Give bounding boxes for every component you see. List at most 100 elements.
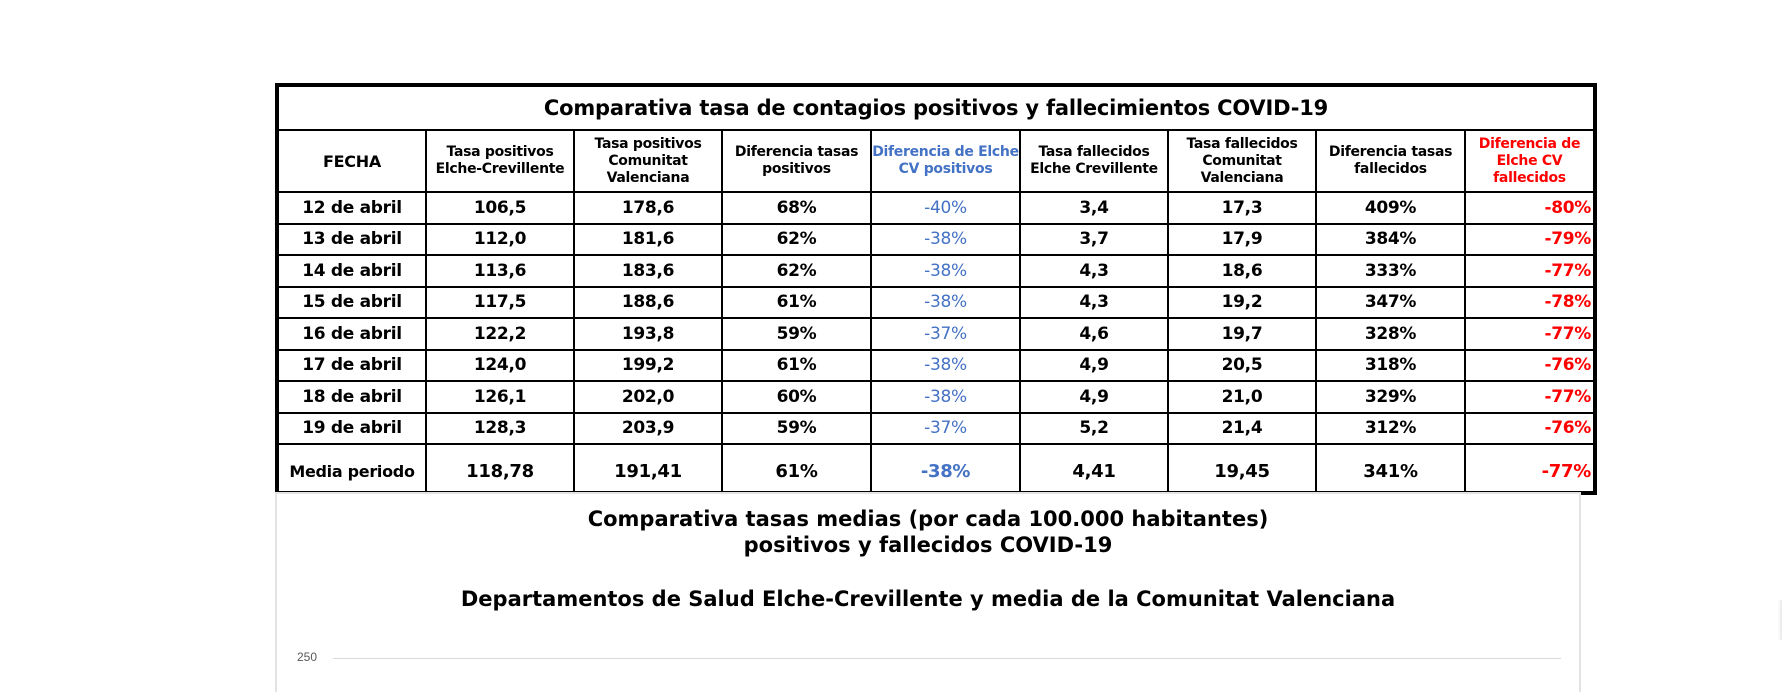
cell-value: 61%: [721, 348, 872, 382]
cell-value: 178,6: [573, 191, 723, 225]
cell-fecha: 16 de abril: [276, 317, 427, 351]
gridline-250: [333, 658, 1561, 659]
cell-fecha: 14 de abril: [276, 254, 427, 288]
header-tasa-fallecidos-cv: Tasa fallecidos Comunitat Valenciana: [1167, 129, 1317, 193]
table-row: 19 de abril 128,3 203,9 59% -37% 5,2 21,…: [276, 411, 1596, 445]
cell-value: 4,6: [1019, 317, 1169, 351]
y-axis-tick-250: 250: [297, 650, 318, 664]
cell-value: 347%: [1315, 285, 1466, 319]
cell-value: 19,2: [1167, 285, 1317, 319]
header-tasa-positivos-elche: Tasa positivos Elche-Crevillente: [425, 129, 575, 193]
cell-value: 4,3: [1019, 285, 1169, 319]
cell-value: 19,7: [1167, 317, 1317, 351]
cell-value: 3,4: [1019, 191, 1169, 225]
cell-value: 312%: [1315, 411, 1466, 445]
cell-value: 4,3: [1019, 254, 1169, 288]
cell-value: 183,6: [573, 254, 723, 288]
table-row: 14 de abril 113,6 183,6 62% -38% 4,3 18,…: [276, 254, 1596, 288]
cell-fecha: 15 de abril: [276, 285, 427, 319]
cell-value: 113,6: [425, 254, 575, 288]
cell-fecha: 13 de abril: [276, 222, 427, 256]
header-diferencia-tasas-positivos: Diferencia tasas positivos: [721, 129, 872, 193]
cell-value: 124,0: [425, 348, 575, 382]
cell-value: 128,3: [425, 411, 575, 445]
cell-value: 188,6: [573, 285, 723, 319]
cell-value: -38%: [870, 254, 1021, 288]
scroll-edge-indicator: [1778, 600, 1782, 640]
cell-value: 117,5: [425, 285, 575, 319]
cell-value: -38%: [870, 285, 1021, 319]
table-title: Comparativa tasa de contagios positivos …: [276, 84, 1596, 131]
cell-value: 112,0: [425, 222, 575, 256]
cell-value: 4,9: [1019, 348, 1169, 382]
cell-value: 5,2: [1019, 411, 1169, 445]
table-row: 18 de abril 126,1 202,0 60% -38% 4,9 21,…: [276, 380, 1596, 414]
cell-value: 122,2: [425, 317, 575, 351]
cell-value: 328%: [1315, 317, 1466, 351]
cell-value: -76%: [1464, 348, 1596, 382]
cell-value: -38%: [870, 222, 1021, 256]
cell-fecha: 19 de abril: [276, 411, 427, 445]
cell-media-value: 191,41: [573, 443, 723, 494]
cell-value: 62%: [721, 254, 872, 288]
table-row: 13 de abril 112,0 181,6 62% -38% 3,7 17,…: [276, 222, 1596, 256]
cell-fecha: 12 de abril: [276, 191, 427, 225]
chart-title-line1: Comparativa tasas medias (por cada 100.0…: [587, 507, 1269, 531]
chart-title-line2: positivos y fallecidos COVID-19: [743, 533, 1113, 557]
cell-value: -40%: [870, 191, 1021, 225]
cell-value: 21,4: [1167, 411, 1317, 445]
cell-value: 17,9: [1167, 222, 1317, 256]
cell-media-value: -38%: [870, 443, 1021, 494]
cell-value: -38%: [870, 348, 1021, 382]
header-diferencia-elche-cv-fallecidos: Diferencia de Elche CV fallecidos: [1464, 129, 1596, 193]
cell-value: 318%: [1315, 348, 1466, 382]
cell-value: 106,5: [425, 191, 575, 225]
cell-value: -78%: [1464, 285, 1596, 319]
table-row: 17 de abril 124,0 199,2 61% -38% 4,9 20,…: [276, 348, 1596, 382]
cell-value: 59%: [721, 411, 872, 445]
header-diferencia-elche-cv-positivos: Diferencia de Elche CV positivos: [870, 129, 1021, 193]
cell-value: 21,0: [1167, 380, 1317, 414]
cell-value: 62%: [721, 222, 872, 256]
cell-value: 333%: [1315, 254, 1466, 288]
cell-value: 203,9: [573, 411, 723, 445]
chart-panel: Comparativa tasas medias (por cada 100.0…: [275, 492, 1581, 692]
cell-value: -77%: [1464, 254, 1596, 288]
table-row: 12 de abril 106,5 178,6 68% -40% 3,4 17,…: [276, 191, 1596, 225]
cell-media-value: 4,41: [1019, 443, 1169, 494]
cell-value: 3,7: [1019, 222, 1169, 256]
cell-value: -37%: [870, 411, 1021, 445]
chart-title: Comparativa tasas medias (por cada 100.0…: [277, 506, 1579, 558]
cell-media-value: 19,45: [1167, 443, 1317, 494]
cell-value: 18,6: [1167, 254, 1317, 288]
header-diferencia-tasas-fallecidos: Diferencia tasas fallecidos: [1315, 129, 1466, 193]
cell-media-value: 341%: [1315, 443, 1466, 494]
header-tasa-fallecidos-elche: Tasa fallecidos Elche Crevillente: [1019, 129, 1169, 193]
cell-media-label: Media periodo: [276, 443, 427, 494]
cell-value: -37%: [870, 317, 1021, 351]
cell-value: -80%: [1464, 191, 1596, 225]
table-row: 16 de abril 122,2 193,8 59% -37% 4,6 19,…: [276, 317, 1596, 351]
table-row-media-periodo: Media periodo 118,78 191,41 61% -38% 4,4…: [276, 443, 1596, 494]
cell-value: -77%: [1464, 317, 1596, 351]
cell-value: 193,8: [573, 317, 723, 351]
cell-value: 20,5: [1167, 348, 1317, 382]
header-fecha: FECHA: [276, 129, 427, 193]
cell-value: 202,0: [573, 380, 723, 414]
header-tasa-positivos-cv: Tasa positivos Comunitat Valenciana: [573, 129, 723, 193]
table-row: 15 de abril 117,5 188,6 61% -38% 4,3 19,…: [276, 285, 1596, 319]
cell-value: 384%: [1315, 222, 1466, 256]
cell-value: 68%: [721, 191, 872, 225]
cell-value: -38%: [870, 380, 1021, 414]
cell-fecha: 18 de abril: [276, 380, 427, 414]
cell-value: 17,3: [1167, 191, 1317, 225]
cell-fecha: 17 de abril: [276, 348, 427, 382]
cell-value: 59%: [721, 317, 872, 351]
cell-value: 329%: [1315, 380, 1466, 414]
cell-value: 4,9: [1019, 380, 1169, 414]
cell-value: 409%: [1315, 191, 1466, 225]
cell-value: 60%: [721, 380, 872, 414]
cell-media-value: -77%: [1464, 443, 1596, 494]
cell-media-value: 118,78: [425, 443, 575, 494]
table-header-row: FECHA Tasa positivos Elche-Crevillente T…: [276, 129, 1596, 193]
